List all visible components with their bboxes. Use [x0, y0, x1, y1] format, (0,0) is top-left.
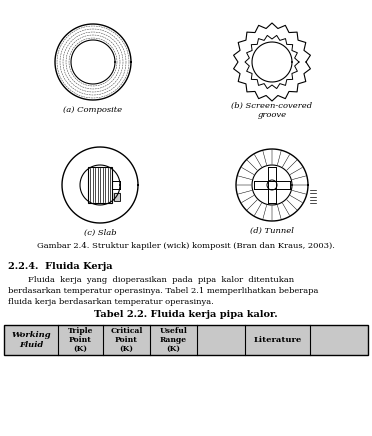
Text: berdasarkan temperatur operasinya. Tabel 2.1 memperlihatkan beberapa: berdasarkan temperatur operasinya. Tabel… — [8, 287, 318, 295]
Bar — [4, 325, 368, 355]
Text: (d) Tunnel: (d) Tunnel — [250, 227, 294, 235]
Text: Critical
Point
(K): Critical Point (K) — [110, 327, 143, 353]
Text: Useful
Range
(K): Useful Range (K) — [160, 327, 187, 353]
Text: 2.2.4.  Fluida Kerja: 2.2.4. Fluida Kerja — [8, 262, 113, 271]
Text: (b) Screen-covered
groove: (b) Screen-covered groove — [231, 102, 312, 119]
Text: Fluida  kerja  yang  dioperasikan  pada  pipa  kalor  ditentukan: Fluida kerja yang dioperasikan pada pipa… — [28, 276, 294, 284]
Bar — [88, 167, 112, 203]
Text: Triple
Point
(K): Triple Point (K) — [68, 327, 93, 353]
Text: Working
Fluid: Working Fluid — [11, 331, 51, 349]
Bar — [4, 325, 368, 355]
Bar — [114, 193, 120, 201]
Text: Literature: Literature — [253, 336, 302, 344]
Text: Gambar 2.4. Struktur kapiler (wick) komposit (Bran dan Kraus, 2003).: Gambar 2.4. Struktur kapiler (wick) komp… — [37, 242, 335, 250]
Text: Tabel 2.2. Fluida kerja pipa kalor.: Tabel 2.2. Fluida kerja pipa kalor. — [94, 310, 278, 319]
Text: (a) Composite: (a) Composite — [64, 106, 122, 114]
Text: fluida kerja berdasarkan temperatur operasinya.: fluida kerja berdasarkan temperatur oper… — [8, 298, 214, 306]
Text: (c) Slab: (c) Slab — [84, 229, 116, 237]
